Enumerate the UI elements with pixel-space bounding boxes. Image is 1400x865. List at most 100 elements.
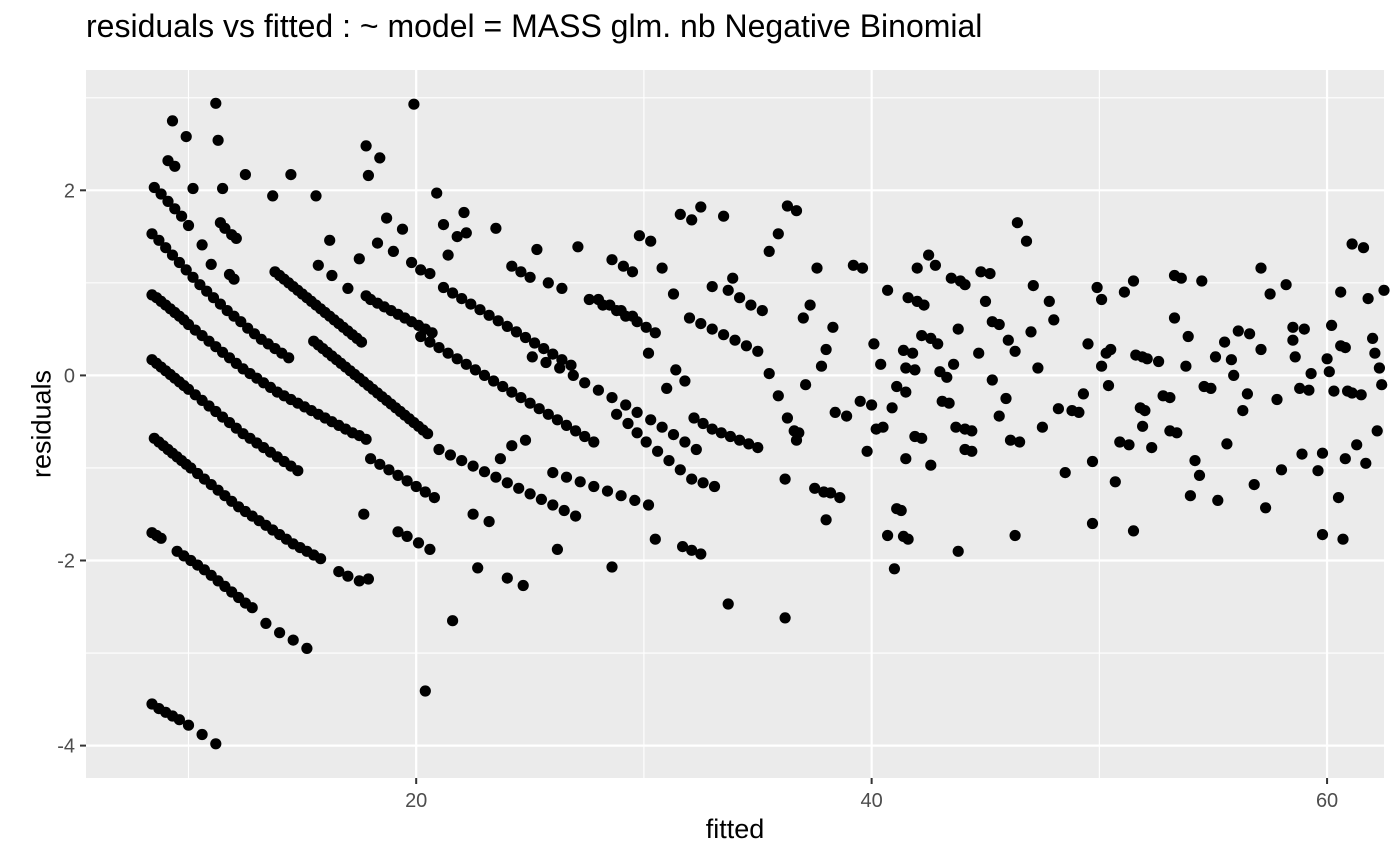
data-point (966, 445, 978, 457)
data-point (1339, 453, 1351, 465)
data-point (718, 210, 730, 222)
data-point (1335, 286, 1347, 298)
data-point (661, 382, 673, 394)
data-point (829, 406, 841, 418)
data-point (1091, 281, 1103, 294)
data-point (752, 442, 764, 454)
data-point (538, 343, 550, 355)
data-point (517, 579, 529, 592)
data-point (943, 397, 955, 409)
data-point (626, 266, 639, 278)
grid-major (86, 70, 1384, 778)
data-point (478, 466, 491, 478)
data-point (458, 206, 470, 219)
data-point (424, 268, 436, 280)
data-point (431, 187, 443, 199)
data-point (656, 421, 668, 433)
data-point (606, 392, 618, 404)
data-point (301, 642, 313, 655)
data-point (820, 343, 832, 356)
data-point (444, 449, 456, 461)
data-point (535, 493, 548, 505)
data-point (180, 131, 192, 143)
data-point (588, 480, 600, 493)
data-point (1020, 235, 1033, 247)
data-point (412, 537, 425, 549)
data-point (1043, 295, 1055, 307)
data-point (1025, 326, 1037, 338)
data-point (688, 412, 700, 424)
data-point (752, 345, 764, 357)
data-point (763, 368, 775, 380)
data-point (629, 494, 641, 506)
data-point (182, 719, 195, 731)
x-tick-label: 20 (405, 790, 427, 812)
data-point (182, 219, 195, 232)
x-tick-label: 40 (861, 790, 883, 812)
data-point (740, 340, 753, 352)
data-point (886, 402, 898, 414)
data-point (909, 364, 921, 376)
data-point (695, 318, 707, 330)
data-point (1303, 384, 1315, 396)
data-point (718, 329, 730, 341)
data-point (1180, 360, 1192, 372)
data-point (674, 464, 686, 476)
data-point (706, 423, 718, 435)
data-point (1312, 465, 1324, 477)
y-tick-label: -4 (57, 736, 75, 758)
data-point (574, 476, 586, 488)
data-point (891, 380, 903, 393)
data-point (677, 541, 689, 553)
data-point (948, 358, 960, 370)
data-point (820, 514, 832, 526)
data-point (283, 352, 295, 364)
data-point (734, 434, 746, 446)
data-point (212, 134, 224, 146)
data-point (387, 245, 399, 257)
data-point (804, 299, 816, 311)
data-point (1168, 312, 1181, 324)
data-point (1221, 438, 1233, 450)
data-point (670, 364, 682, 376)
data-point (488, 375, 500, 387)
data-point (230, 232, 242, 244)
data-point (979, 295, 992, 307)
data-point (554, 362, 566, 374)
data-point (180, 264, 192, 276)
data-point (447, 287, 459, 299)
data-point (1052, 403, 1064, 415)
data-point (633, 230, 646, 242)
data-point (166, 115, 179, 127)
data-point (572, 241, 584, 253)
data-point (1209, 351, 1222, 363)
data-point (1362, 293, 1374, 305)
data-point (410, 480, 422, 493)
data-point (1355, 389, 1367, 401)
data-point (841, 410, 853, 422)
data-point (490, 471, 502, 483)
data-point (779, 612, 791, 624)
data-point (519, 331, 532, 344)
data-point (483, 516, 495, 528)
data-point (547, 467, 559, 479)
data-point (424, 336, 436, 348)
data-point (866, 399, 878, 411)
data-point (645, 235, 657, 247)
data-point (715, 427, 727, 439)
data-point (854, 395, 866, 407)
data-point (433, 342, 445, 354)
data-point (1346, 238, 1358, 250)
data-point (882, 529, 894, 542)
data-point (722, 598, 734, 610)
data-point (1082, 338, 1094, 350)
data-point (870, 423, 882, 435)
data-point (558, 504, 570, 517)
data-point (1294, 382, 1306, 394)
data-point (176, 210, 188, 222)
data-point (1109, 476, 1121, 488)
data-point (570, 425, 582, 437)
data-point (362, 573, 374, 585)
data-point (763, 245, 775, 257)
data-point (315, 553, 327, 565)
